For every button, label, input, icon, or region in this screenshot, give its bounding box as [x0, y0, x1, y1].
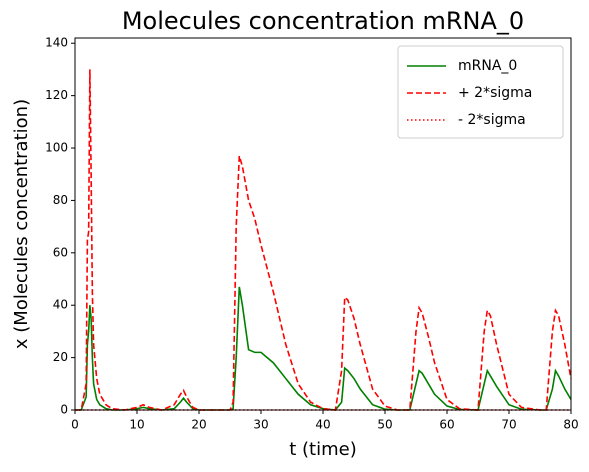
y-tick-label: 80: [53, 193, 68, 207]
x-axis-label: t (time): [289, 439, 357, 460]
x-tick-label: 40: [315, 418, 330, 432]
x-tick-label: 30: [253, 418, 268, 432]
y-tick-label: 40: [53, 298, 68, 312]
y-tick-label: 0: [60, 403, 68, 417]
y-tick-label: 100: [45, 141, 68, 155]
x-tick-label: 50: [377, 418, 392, 432]
y-tick-label: 120: [45, 88, 68, 102]
legend-label: - 2*sigma: [458, 112, 526, 128]
plot-frame: [74, 37, 572, 411]
x-tick-label: 10: [129, 418, 144, 432]
series-line: [75, 286, 572, 411]
x-tick-label: 80: [563, 418, 578, 432]
series-line: [75, 69, 572, 411]
x-tick-label: 70: [501, 418, 516, 432]
y-tick-label: 20: [53, 350, 68, 364]
legend-box: [397, 45, 564, 139]
y-tick-label: 60: [53, 245, 68, 259]
y-tick-label: 140: [45, 36, 68, 50]
x-tick-label: 0: [71, 418, 79, 432]
legend-label: + 2*sigma: [458, 85, 532, 101]
chart-title: Molecules concentration mRNA_0: [122, 7, 524, 35]
legend-label: mRNA_0: [458, 58, 517, 74]
x-tick-label: 20: [191, 418, 206, 432]
y-axis-label: x (Molecules concentration): [11, 99, 32, 349]
x-tick-label: 60: [439, 418, 454, 432]
